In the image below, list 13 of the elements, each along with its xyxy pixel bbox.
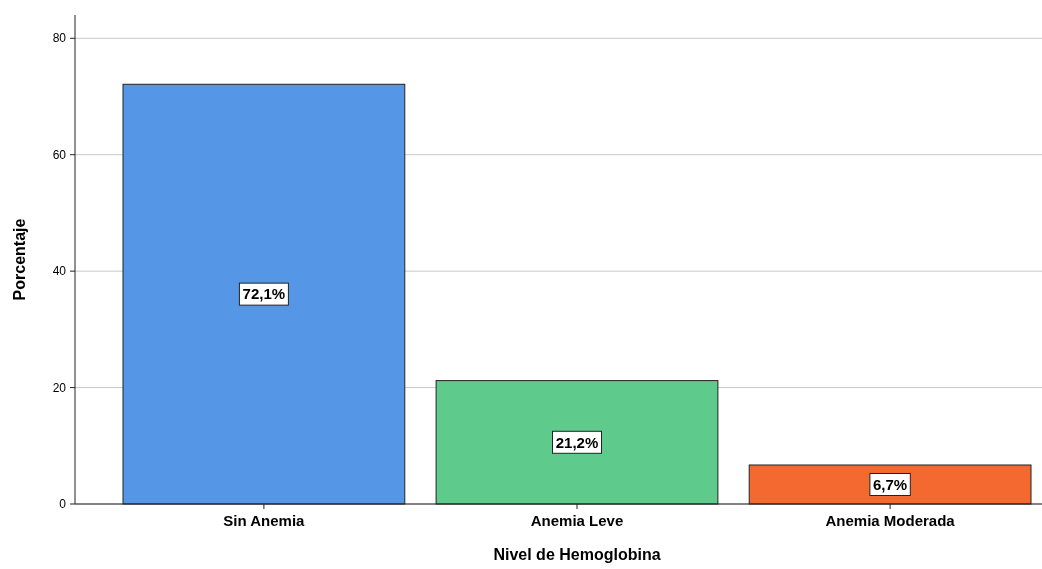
y-tick-label: 0 (59, 497, 67, 512)
x-tick-label: Sin Anemia (223, 512, 306, 529)
y-tick-label: 20 (52, 380, 67, 395)
y-axis-title: Porcentaje (11, 218, 28, 301)
y-tick-label: 80 (52, 31, 67, 46)
x-axis-title: Nivel de Hemoglobina (493, 546, 661, 563)
data-label: 6,7% (873, 475, 908, 493)
data-label: 21,2% (555, 433, 599, 451)
data-label: 72,1% (242, 285, 286, 303)
x-tick-label: Anemia Leve (530, 512, 624, 529)
y-tick-label: 40 (52, 264, 67, 279)
x-tick-label: Anemia Moderada (825, 512, 956, 529)
y-tick-label: 60 (52, 147, 67, 162)
